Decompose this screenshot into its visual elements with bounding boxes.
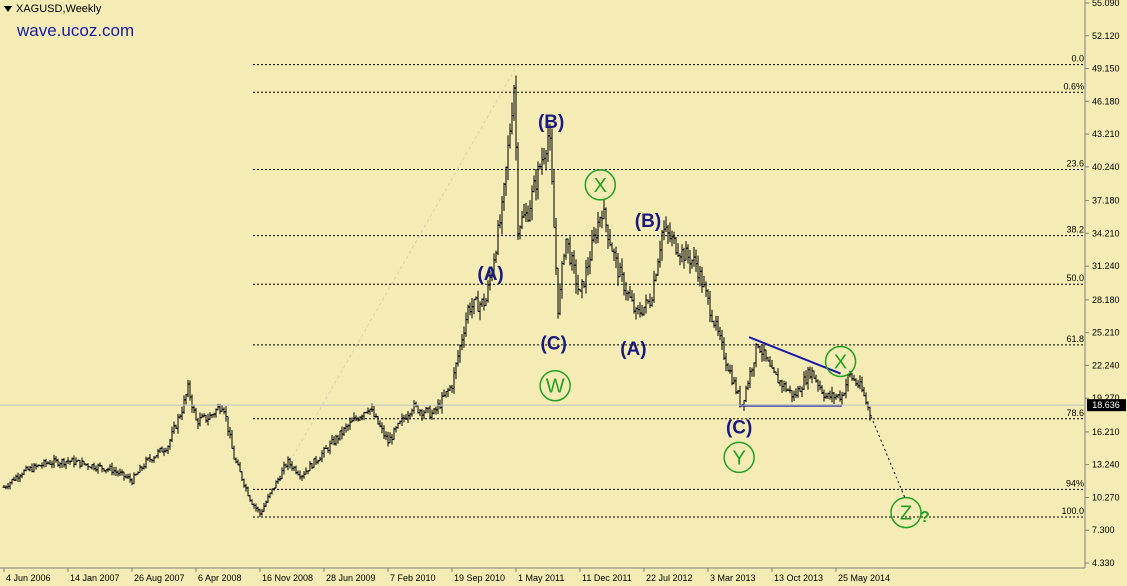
wave-label: (A)	[477, 264, 503, 285]
y-tick-label: 34.210	[1092, 228, 1120, 238]
x-tick-label: 22 Jul 2012	[646, 573, 693, 583]
y-tick-label: 13.240	[1092, 460, 1120, 470]
y-tick-label: 31.240	[1092, 261, 1120, 271]
fib-label: 38.2	[1066, 225, 1084, 235]
wave-label: Y	[732, 447, 745, 469]
wave-label: X	[834, 351, 847, 373]
wave-question: ?	[920, 509, 930, 526]
fib-label: 0.0	[1071, 54, 1084, 64]
trend-line	[259, 69, 515, 514]
y-tick-label: 16.210	[1092, 427, 1120, 437]
fib-label: 0.6%	[1063, 81, 1084, 91]
current-price-box	[1087, 399, 1126, 412]
wave-circle	[584, 169, 617, 201]
x-tick-label: 6 Apr 2008	[198, 573, 242, 583]
y-tick-label: 43.210	[1092, 129, 1120, 139]
y-tick-label: 55.090	[1092, 0, 1120, 8]
fib-label: 94%	[1066, 478, 1084, 488]
x-tick-label: 4 Jun 2006	[6, 573, 51, 583]
x-tick-label: 28 Jun 2009	[326, 573, 376, 583]
current-price-label: 18.636	[1092, 400, 1120, 410]
wave-circle	[824, 345, 857, 378]
wave-label: (C)	[541, 334, 567, 355]
y-tick-label: 10.270	[1092, 492, 1120, 502]
y-tick-label: 7.300	[1092, 525, 1115, 535]
wave-circle	[723, 441, 755, 474]
y-tick-label: 40.240	[1092, 162, 1120, 172]
wave-label: (A)	[620, 339, 646, 360]
y-tick-label: 46.180	[1092, 96, 1120, 106]
price-axis: 55.090 52.120 49.150 46.180 43.210 40.240 37.1…	[1085, 0, 1120, 568]
fib-label: 78.6	[1066, 408, 1084, 418]
y-tick-label: 19.270	[1092, 393, 1120, 403]
y-tick-label: 49.150	[1092, 64, 1120, 74]
x-tick-label: 13 Oct 2013	[774, 573, 823, 583]
x-tick-label: 25 May 2014	[838, 573, 890, 583]
chart-title: XAGUSD,Weekly	[4, 3, 101, 15]
fib-label: 23.6	[1066, 158, 1084, 168]
wave-labels: (A) (B) (C) W X (B) (A) (C) Y X Z?	[477, 112, 930, 529]
wave-label: (B)	[538, 112, 564, 133]
wave-label: (C)	[726, 418, 752, 439]
y-tick-label: 28.180	[1092, 295, 1120, 305]
x-tick-label: 3 Mar 2013	[710, 573, 756, 583]
watermark: wave.ucoz.com	[17, 21, 135, 40]
y-tick-label: 22.240	[1092, 360, 1120, 370]
y-tick-label: 52.120	[1092, 31, 1120, 41]
x-tick-label: 7 Feb 2010	[390, 573, 436, 583]
price-bar	[868, 406, 872, 421]
wave-label: (B)	[635, 211, 661, 232]
fib-label: 100.0	[1061, 506, 1084, 516]
x-tick-label: 1 May 2011	[518, 573, 564, 583]
fib-label: 61.8	[1066, 334, 1084, 344]
current-price: 18.636	[0, 399, 1126, 412]
wave-label: X	[594, 175, 607, 197]
x-tick-label: 11 Dec 2011	[582, 573, 632, 583]
wave-circle	[890, 496, 922, 529]
x-tick-label: 26 Aug 2007	[134, 573, 185, 583]
x-tick-label: 19 Sep 2010	[454, 573, 505, 583]
dropdown-triangle-icon[interactable]	[4, 6, 12, 12]
x-tick-label: 16 Nov 2008	[262, 573, 313, 583]
fib-label: 50.0	[1066, 273, 1084, 283]
wave-label: Z	[900, 503, 912, 525]
y-tick-label: 25.210	[1092, 328, 1120, 338]
wave-label: W	[546, 376, 565, 398]
y-tick-label: 37.180	[1092, 196, 1120, 206]
wave-circle	[539, 369, 571, 402]
dashed-trend	[259, 69, 515, 514]
fibonacci-levels: 0.0 0.6% 23.6 38.2 50.0 61.8 78.6 94% 100.0	[253, 54, 1085, 518]
x-tick-label: 14 Jan 2007	[70, 573, 120, 583]
price-series	[2, 75, 872, 517]
time-axis: 4 Jun 2006 14 Jan 2007 26 Aug 2007 6 Apr 20…	[3, 568, 890, 583]
y-tick-label: 4.330	[1092, 558, 1115, 568]
triangle-line	[748, 336, 841, 375]
symbol-label: XAGUSD,Weekly	[16, 3, 102, 15]
